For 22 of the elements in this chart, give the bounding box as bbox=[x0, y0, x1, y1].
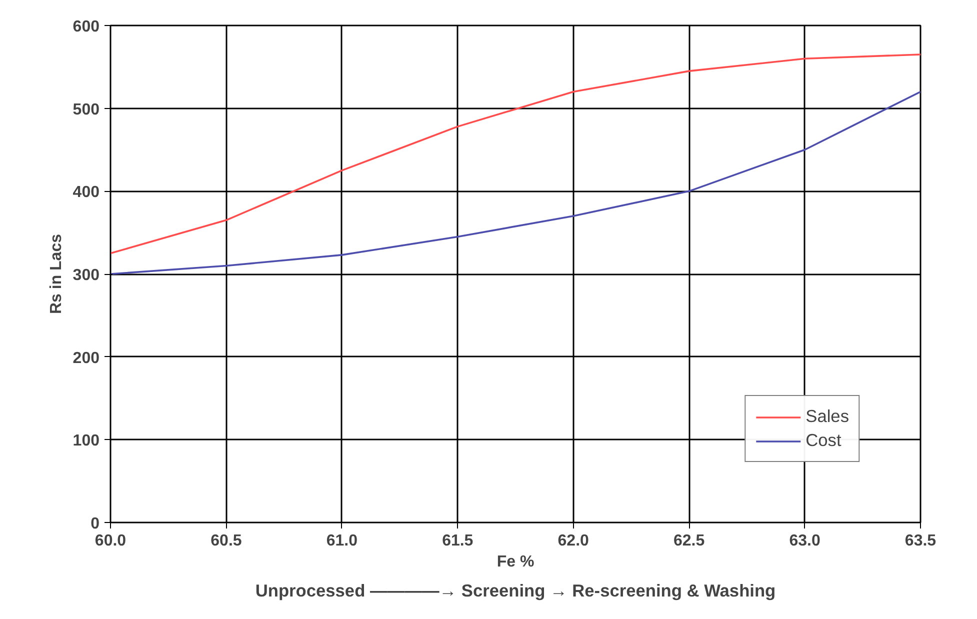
y-axis-title: Rs in Lacs bbox=[48, 234, 65, 314]
y-tick-label: 100 bbox=[72, 432, 100, 450]
x-axis-title: Fe % bbox=[496, 554, 534, 570]
y-tick-label: 400 bbox=[72, 184, 100, 202]
y-tick-label: 600 bbox=[72, 18, 100, 36]
line-series bbox=[110, 90, 920, 275]
x-tick-label: 60.0 bbox=[94, 532, 126, 550]
line-series bbox=[110, 54, 920, 254]
x-tick-label: 63.5 bbox=[904, 532, 936, 550]
x-tick-label: 61.0 bbox=[326, 532, 358, 550]
y-tick-label: 300 bbox=[72, 267, 100, 284]
legend-label: Cost bbox=[806, 430, 842, 451]
y-tick-label: 200 bbox=[72, 350, 100, 367]
text: Unprocessed ————→ Screening → Re-screening & Washing bbox=[255, 580, 776, 600]
x-tick-label: 61.5 bbox=[442, 532, 474, 550]
x-tick-label: 60.5 bbox=[210, 532, 242, 550]
y-tick-label: 0 bbox=[90, 516, 100, 532]
y-tick-label: 500 bbox=[72, 101, 100, 118]
x-tick-label: 63.0 bbox=[789, 532, 820, 550]
x-tick-label: 62.0 bbox=[558, 532, 590, 550]
x-tick-label: 62.5 bbox=[674, 532, 705, 550]
legend-label: Sales bbox=[806, 406, 849, 427]
